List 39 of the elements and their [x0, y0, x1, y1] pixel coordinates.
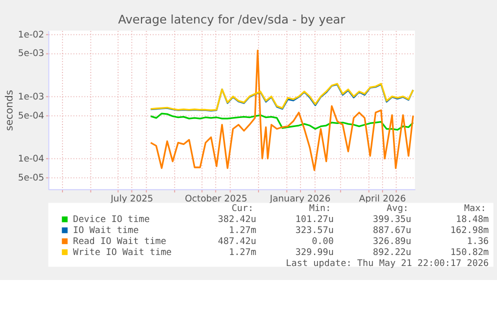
- chart-title: Average latency for /dev/sda - by year: [118, 12, 346, 26]
- text: Min:: [309, 204, 332, 214]
- legend-label: Read IO Wait time: [72, 236, 166, 247]
- y-tick-label: 1e-04: [18, 154, 44, 165]
- text: 1.27m: [228, 248, 257, 258]
- text: 887.67u: [372, 226, 412, 236]
- text: 892.22u: [372, 248, 412, 258]
- y-axis-title: seconds: [4, 90, 16, 131]
- text: 0.00: [312, 236, 334, 247]
- text: 487.42u: [218, 236, 256, 247]
- y-tick-label: 1e-02: [18, 30, 44, 41]
- x-tick-label: July 2025: [110, 194, 154, 205]
- line-series: [150, 50, 414, 171]
- legend-label: Write IO Wait time: [72, 248, 172, 258]
- y-tick-label: 5e-03: [18, 49, 44, 60]
- text: Avg:: [386, 204, 409, 214]
- text: 399.35u: [372, 215, 412, 226]
- x-tick-label: October 2025: [184, 194, 248, 205]
- text: 382.42u: [218, 215, 256, 226]
- legend-label: Device IO time: [72, 215, 150, 226]
- text: Last update: Thu May 21 22:00:17 2026: [286, 258, 489, 269]
- text: 18.48m: [456, 215, 490, 226]
- text: 329.99u: [295, 248, 334, 258]
- text: 150.82m: [450, 248, 490, 258]
- text: 101.27u: [295, 215, 334, 226]
- text: Max:: [464, 204, 486, 214]
- legend-label: IO Wait time: [72, 226, 139, 236]
- text: 1.36: [466, 236, 489, 247]
- x-tick-label: April 2026: [359, 194, 406, 205]
- text: 326.89u: [372, 236, 412, 247]
- text: 1.27m: [228, 226, 257, 236]
- text: Cur:: [232, 204, 254, 214]
- y-tick-label: 1e-03: [18, 92, 44, 103]
- text: 162.98m: [450, 226, 490, 236]
- text: 323.57u: [295, 226, 334, 236]
- line-series: [150, 112, 414, 131]
- y-tick-label: 5e-05: [18, 173, 44, 184]
- y-tick-label: 5e-04: [18, 111, 44, 122]
- x-tick-label: January 2026: [268, 194, 331, 205]
